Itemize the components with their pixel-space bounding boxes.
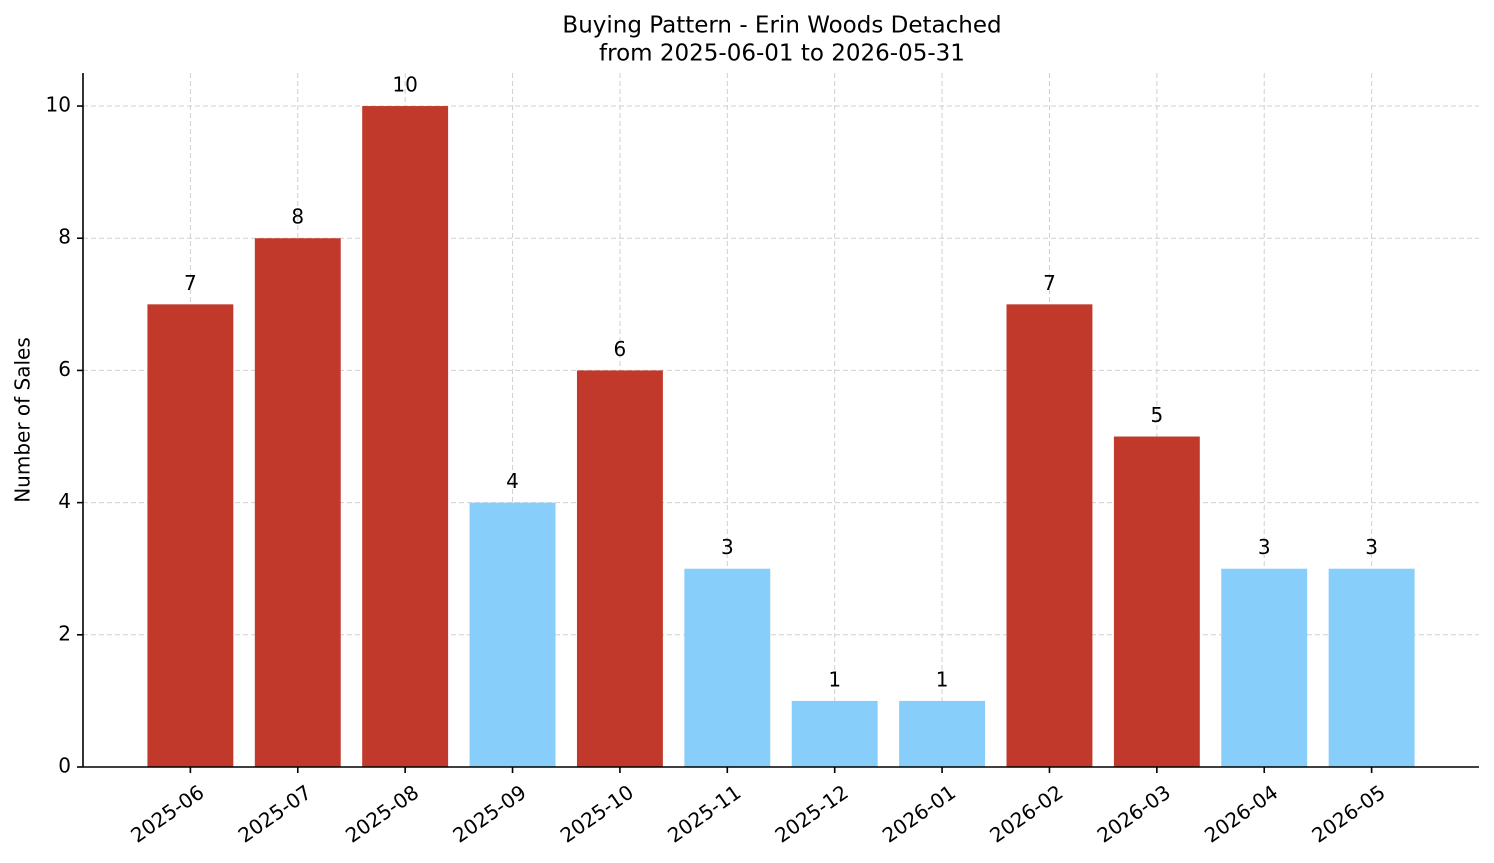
chart-subtitle: from 2025-06-01 to 2026-05-31 <box>599 41 965 67</box>
bar <box>576 370 663 767</box>
y-axis-label: Number of Sales <box>11 337 35 503</box>
bar <box>1328 568 1415 767</box>
bar <box>362 106 449 768</box>
data-label: 8 <box>291 205 304 229</box>
x-tick-label: 2026-02 <box>985 780 1067 848</box>
x-tick-label: 2025-12 <box>770 780 852 848</box>
data-label: 6 <box>614 337 627 361</box>
x-tick-label: 2026-01 <box>878 780 960 848</box>
data-label: 3 <box>721 535 734 559</box>
y-tick-label: 10 <box>46 93 71 117</box>
bar <box>1006 304 1093 767</box>
bar <box>791 700 878 767</box>
data-label: 7 <box>1043 271 1056 295</box>
y-tick-label: 2 <box>58 621 71 645</box>
chart-title: Buying Pattern - Erin Woods Detached <box>562 13 1001 39</box>
x-tick-label: 2025-06 <box>126 780 208 848</box>
x-tick-label: 2025-10 <box>556 780 638 848</box>
y-tick-label: 4 <box>58 489 71 513</box>
y-tick-label: 6 <box>58 357 71 381</box>
data-label: 4 <box>506 469 519 493</box>
data-label: 1 <box>936 667 949 691</box>
bar <box>1221 568 1308 767</box>
y-tick-label: 0 <box>58 754 71 778</box>
bar <box>1113 436 1200 767</box>
x-tick-label: 2025-08 <box>341 780 423 848</box>
x-tick-label: 2025-07 <box>234 780 316 848</box>
data-label: 7 <box>184 271 197 295</box>
data-label: 5 <box>1150 403 1163 427</box>
x-tick-label: 2026-05 <box>1307 780 1389 848</box>
x-tick-label: 2025-09 <box>448 780 530 848</box>
bar <box>684 568 771 767</box>
data-label: 3 <box>1365 535 1378 559</box>
data-label: 3 <box>1258 535 1271 559</box>
x-tick-label: 2026-04 <box>1200 780 1282 848</box>
x-tick-label: 2025-11 <box>663 780 745 848</box>
bar <box>147 304 234 767</box>
y-tick-label: 8 <box>58 225 71 249</box>
x-tick-label: 2026-03 <box>1093 780 1175 848</box>
bar <box>254 238 341 767</box>
bar <box>899 700 986 767</box>
data-label: 1 <box>828 667 841 691</box>
data-label: 10 <box>392 73 417 97</box>
bar <box>469 502 556 767</box>
